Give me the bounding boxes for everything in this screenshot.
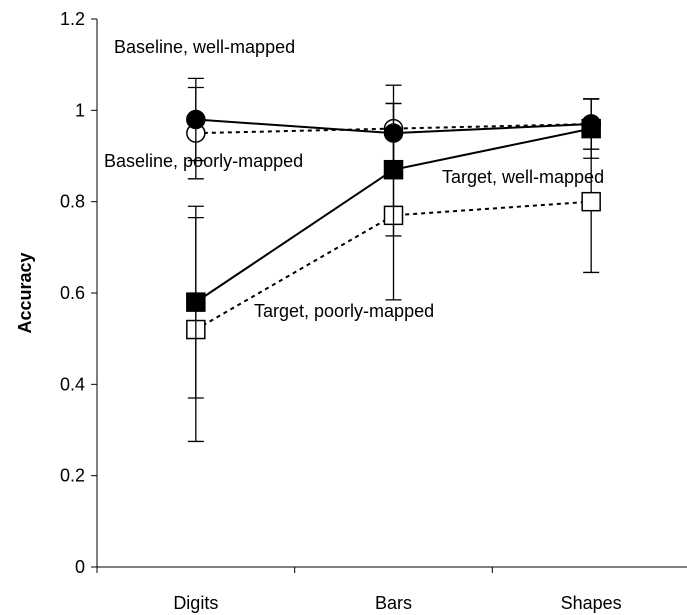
annotation-target-poorly-mapped: Target, poorly-mapped: [254, 301, 434, 321]
axes: 0 0.2 0.4 0.6 0.8 1 1.2 Digits Bars Shapes: [60, 9, 687, 613]
annotation-layer: Baseline, well-mapped Baseline, poorly-m…: [104, 37, 604, 321]
data-point: [581, 114, 601, 134]
y-tick-label: 0.2: [60, 466, 85, 486]
y-tick-label: 0.6: [60, 283, 85, 303]
y-tick-label: 0.8: [60, 192, 85, 212]
annotation-baseline-poorly-mapped: Baseline, poorly-mapped: [104, 151, 303, 171]
annotation-target-well-mapped: Target, well-mapped: [442, 167, 604, 187]
y-tick-label: 1: [75, 100, 85, 120]
data-point: [186, 109, 206, 130]
y-axis-title: Accuracy: [15, 252, 35, 333]
y-tick-label: 0: [75, 557, 85, 577]
annotation-baseline-well-mapped: Baseline, well-mapped: [114, 37, 295, 57]
series-layer: [186, 77, 601, 443]
x-tick-label: Digits: [173, 593, 218, 613]
series-line: [195, 200, 592, 331]
y-tick-label: 0.4: [60, 374, 85, 394]
data-point: [186, 292, 206, 312]
series-line: [195, 123, 592, 135]
series-0: [186, 77, 601, 164]
x-tick-label: Bars: [375, 593, 412, 613]
y-tick-label: 1.2: [60, 9, 85, 29]
x-tick-label: Shapes: [561, 593, 622, 613]
data-point: [383, 123, 404, 143]
data-point: [581, 191, 601, 212]
